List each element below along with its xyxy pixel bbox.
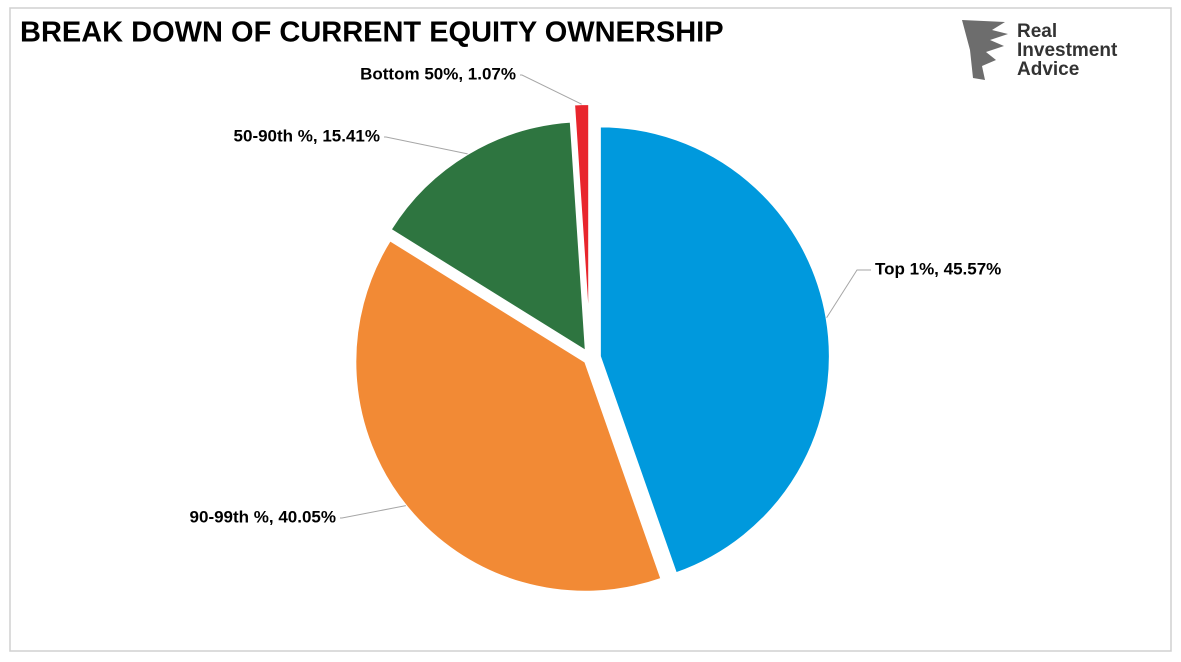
data-label: Bottom 50%, 1.07% — [360, 64, 516, 83]
leader-line — [826, 269, 871, 318]
logo-icon — [962, 20, 1008, 80]
leader-line — [384, 136, 468, 155]
leader-line — [340, 505, 406, 519]
logo-text: Advice — [1017, 59, 1079, 80]
logo-text: Investment — [1017, 40, 1118, 61]
logo-text: Real — [1017, 21, 1057, 42]
data-label: Top 1%, 45.57% — [875, 259, 1001, 278]
pie-slice — [389, 120, 588, 354]
pie-slice — [354, 238, 663, 593]
chart-title: BREAK DOWN OF CURRENT EQUITY OWNERSHIP — [20, 17, 724, 49]
logo: Real Investment Advice — [962, 20, 1118, 80]
leader-line — [520, 74, 582, 105]
data-label: 50-90th %, 15.41% — [234, 126, 380, 145]
data-label: 90-99th %, 40.05% — [190, 507, 336, 526]
